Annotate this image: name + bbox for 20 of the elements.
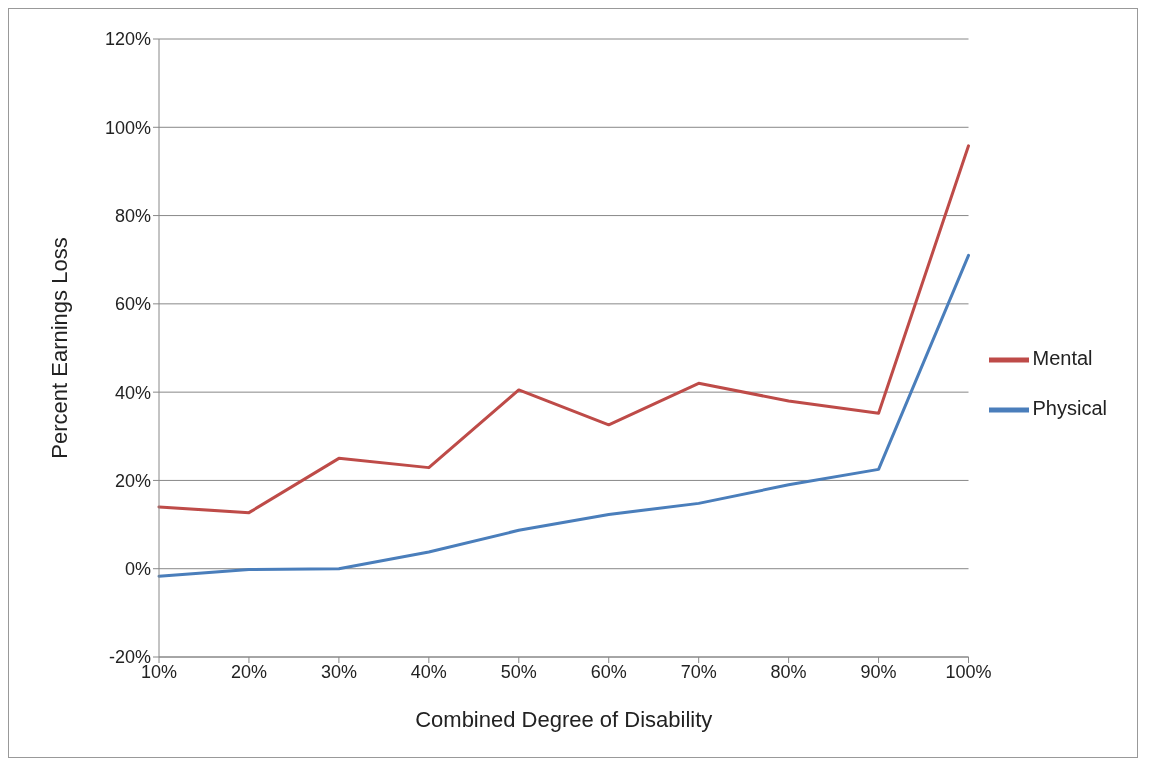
x-tick-label: 60% (590, 661, 627, 682)
y-tick-label: 40% (114, 382, 151, 403)
x-tick-label: 90% (860, 661, 897, 682)
y-tick-label: 120% (104, 29, 151, 50)
legend-label: Mental (1032, 347, 1093, 369)
y-tick-label: 60% (114, 294, 151, 315)
legend-label: Physical (1032, 397, 1107, 419)
x-tick-label: 100% (945, 661, 992, 682)
x-tick-label: 20% (230, 661, 267, 682)
x-tick-label: 30% (320, 661, 357, 682)
x-tick-label: 80% (770, 661, 807, 682)
y-tick-label: 80% (114, 205, 151, 226)
x-tick-label: 40% (410, 661, 447, 682)
y-tick-label: 20% (114, 470, 151, 491)
x-axis-title: Combined Degree of Disability (415, 707, 713, 732)
x-tick-label: 70% (680, 661, 717, 682)
y-tick-label: 0% (124, 559, 151, 580)
x-tick-label: 50% (500, 661, 537, 682)
y-tick-label: 100% (104, 117, 151, 138)
y-axis-title: Percent Earnings Loss (46, 237, 72, 459)
